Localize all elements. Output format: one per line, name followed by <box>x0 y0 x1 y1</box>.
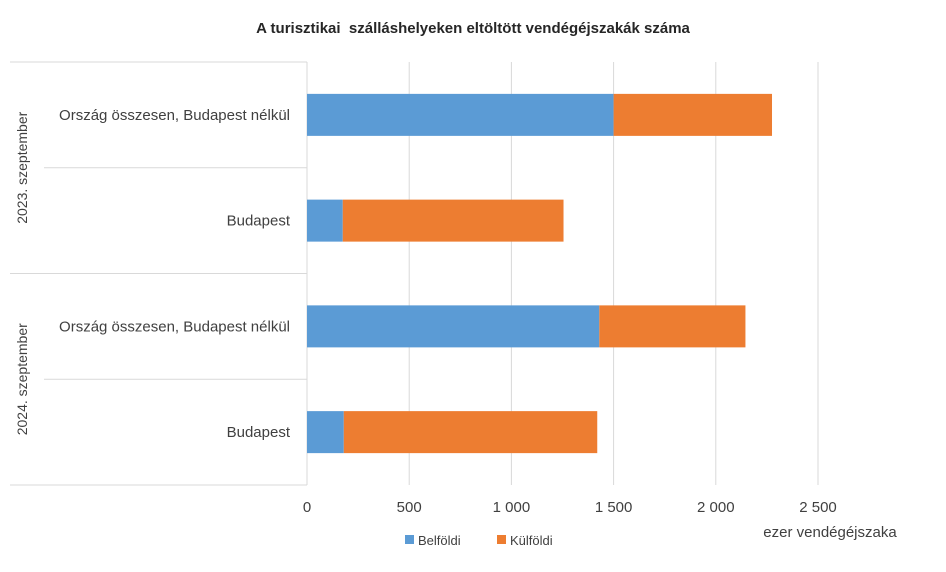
x-tick-label: 2 000 <box>697 499 735 516</box>
category-label: Ország összesen, Budapest nélkül <box>59 318 290 335</box>
legend-swatch <box>497 535 506 544</box>
category-label: Budapest <box>227 424 291 441</box>
bar-belfoldi <box>307 199 343 242</box>
category-label: Ország összesen, Budapest nélkül <box>59 107 290 124</box>
category-label: Budapest <box>227 213 291 230</box>
category-labels: Ország összesen, Budapest nélkül Budapest… <box>59 107 291 441</box>
x-tick-labels: 0 500 1 000 1 500 2 000 2 500 <box>303 499 837 516</box>
bar-kulfoldi <box>613 93 773 136</box>
x-tick-label: 0 <box>303 499 311 516</box>
x-tick-label: 500 <box>397 499 422 516</box>
bar-kulfoldi <box>343 411 598 454</box>
bar-belfoldi <box>307 411 344 454</box>
group-label: 2023. szeptember <box>14 111 30 223</box>
bar-kulfoldi <box>599 305 746 348</box>
category-axis-frame <box>10 61 308 486</box>
bar-kulfoldi <box>342 199 564 242</box>
chart-title: A turisztikai szálláshelyeken eltöltött … <box>256 20 690 37</box>
bar-belfoldi <box>307 93 614 136</box>
x-tick-label: 1 500 <box>595 499 633 516</box>
legend-label: Belföldi <box>418 533 461 548</box>
x-axis-label: ezer vendégéjszaka <box>763 524 897 541</box>
legend-label: Külföldi <box>510 533 553 548</box>
x-tick-label: 2 500 <box>799 499 837 516</box>
bar-belfoldi <box>307 305 600 348</box>
legend: Belföldi Külföldi <box>405 533 553 548</box>
group-labels: 2023. szeptember 2024. szeptember <box>14 111 30 435</box>
group-label: 2024. szeptember <box>14 323 30 435</box>
bars <box>307 93 773 454</box>
x-tick-label: 1 000 <box>493 499 531 516</box>
legend-swatch <box>405 535 414 544</box>
